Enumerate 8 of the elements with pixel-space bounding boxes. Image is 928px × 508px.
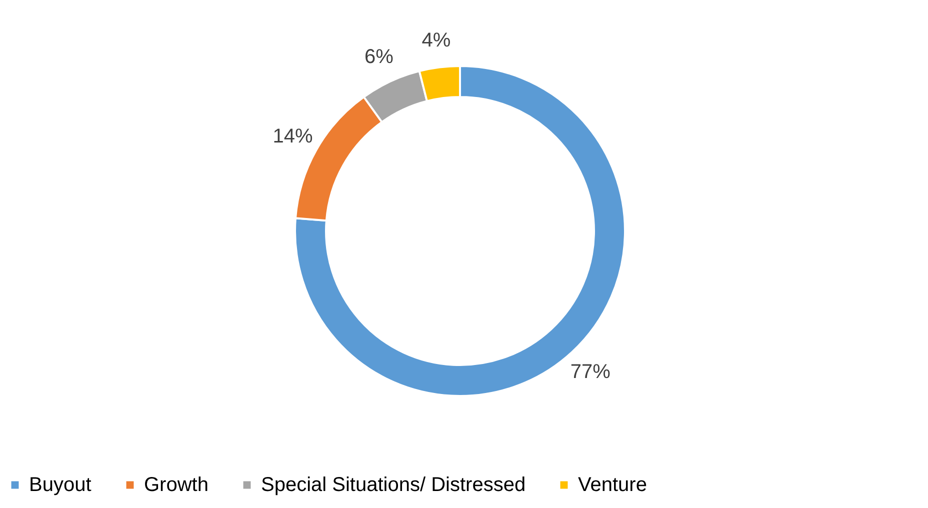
- data-label: 4%: [422, 29, 451, 52]
- legend-label: Venture: [578, 474, 647, 496]
- legend-label: Growth: [144, 474, 208, 496]
- legend-label: Special Situations/ Distressed: [261, 474, 526, 496]
- data-label: 77%: [570, 360, 611, 383]
- data-label: 14%: [272, 126, 313, 148]
- legend-label: Buyout: [29, 474, 92, 496]
- data-label: 6%: [364, 46, 394, 68]
